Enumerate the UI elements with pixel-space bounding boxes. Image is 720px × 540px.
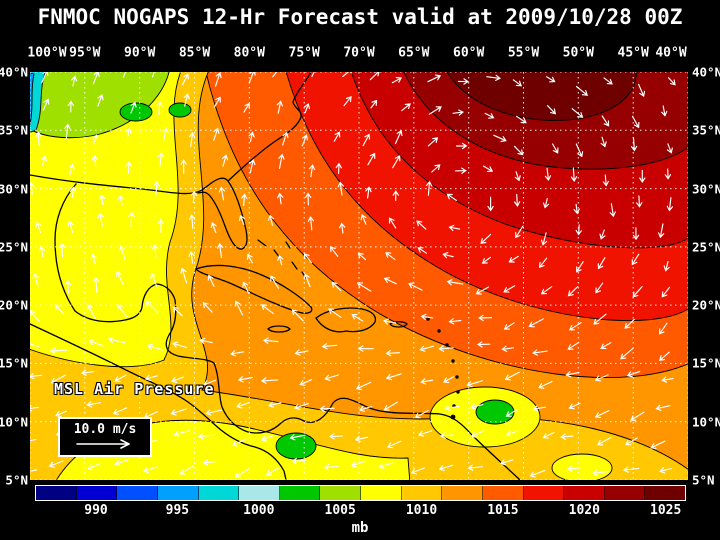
- lat-label-right: 40°N: [692, 64, 720, 80]
- wind-scale-value: 10.0 m/s: [73, 422, 137, 437]
- coastline-hispaniola: [315, 307, 377, 333]
- lon-label: 65°W: [398, 45, 430, 61]
- colorbar-segment: [117, 486, 158, 500]
- colorbar-segment: [198, 486, 240, 500]
- colorbar-segment: [279, 486, 321, 500]
- coastline-lesser-antilles: [426, 317, 460, 420]
- colorbar: [35, 485, 686, 501]
- colorbar-tick: 1000: [243, 503, 275, 518]
- lat-label-left: 10°N: [0, 414, 28, 430]
- colorbar-segment: [361, 486, 402, 500]
- lat-label-left: 35°N: [0, 122, 28, 138]
- colorbar-segment: [482, 486, 524, 500]
- colorbar-tick: 995: [165, 503, 190, 518]
- colorbar-segment: [239, 486, 280, 500]
- colorbar-segment: [320, 486, 361, 500]
- lon-label: 70°W: [343, 45, 375, 61]
- lon-label: 55°W: [507, 45, 540, 61]
- coastlines: [30, 72, 521, 480]
- colorbar-segment: [523, 486, 565, 500]
- lon-label: 90°W: [124, 45, 156, 61]
- field-label: MSL Air Pressure: [54, 380, 215, 398]
- lat-label-right: 10°N: [692, 414, 720, 430]
- colorbar-segment: [401, 486, 443, 500]
- lat-label-left: 30°N: [0, 181, 28, 197]
- lat-label-right: 15°N: [692, 355, 720, 371]
- colorbar-tick: 1010: [405, 503, 438, 518]
- grid-lines: [30, 72, 688, 480]
- colorbar-segment: [36, 486, 77, 500]
- lat-label-right: 30°N: [692, 181, 720, 197]
- coastline-cuba: [194, 264, 313, 314]
- colorbar-segment: [76, 486, 118, 500]
- colorbar-tick: 1005: [324, 503, 356, 518]
- colorbar-tick: 990: [84, 503, 108, 518]
- coastline-puerto-rico: [389, 321, 408, 328]
- colorbar-tick: 1025: [650, 503, 682, 518]
- lat-label-right: 5°N: [692, 472, 715, 488]
- colorbar-segment: [564, 486, 605, 500]
- chart-title: FNMOC NOGAPS 12-Hr Forecast valid at 200…: [37, 5, 683, 29]
- lat-label-left: 15°N: [0, 355, 28, 371]
- colorbar-segment: [604, 486, 646, 500]
- lon-label: 40°W: [655, 45, 687, 61]
- lon-label: 50°W: [562, 45, 594, 61]
- colorbar-tick: 1020: [568, 503, 600, 518]
- coastline-bahamas: [257, 239, 307, 279]
- lon-label: 100°W: [27, 45, 67, 61]
- wind-scale-legend: 10.0 m/s: [58, 417, 152, 457]
- lat-label-right: 35°N: [692, 122, 720, 138]
- lat-label-left: 20°N: [0, 297, 28, 313]
- colorbar-segment: [442, 486, 483, 500]
- wind-scale-arrow-icon: [76, 439, 130, 449]
- lat-label-left: 25°N: [0, 239, 28, 255]
- lat-label-right: 20°N: [692, 297, 720, 313]
- colorbar-unit: mb: [351, 520, 369, 536]
- coastline-pacific: [30, 323, 287, 480]
- lon-label: 85°W: [178, 45, 211, 61]
- colorbar-tick: 1015: [487, 503, 519, 518]
- colorbar-segment: [645, 486, 685, 500]
- lat-label-right: 25°N: [692, 239, 720, 255]
- lon-label: 75°W: [288, 45, 320, 61]
- lat-label-left: 40°N: [0, 64, 28, 80]
- wind-vectors: [30, 72, 676, 478]
- coastline-us-east: [227, 72, 312, 182]
- lon-label: 60°W: [453, 45, 485, 61]
- lat-label-left: 5°N: [5, 472, 28, 488]
- coastline-gulf-florida: [30, 174, 248, 250]
- map-area: MSL Air Pressure 10.0 m/s: [30, 72, 688, 480]
- coastline-caribbean: [54, 183, 521, 480]
- lon-label: 95°W: [69, 45, 101, 61]
- lon-label: 80°W: [233, 45, 265, 61]
- colorbar-segment: [157, 486, 199, 500]
- lon-label: 45°W: [617, 45, 649, 61]
- coastline-jamaica: [267, 325, 291, 333]
